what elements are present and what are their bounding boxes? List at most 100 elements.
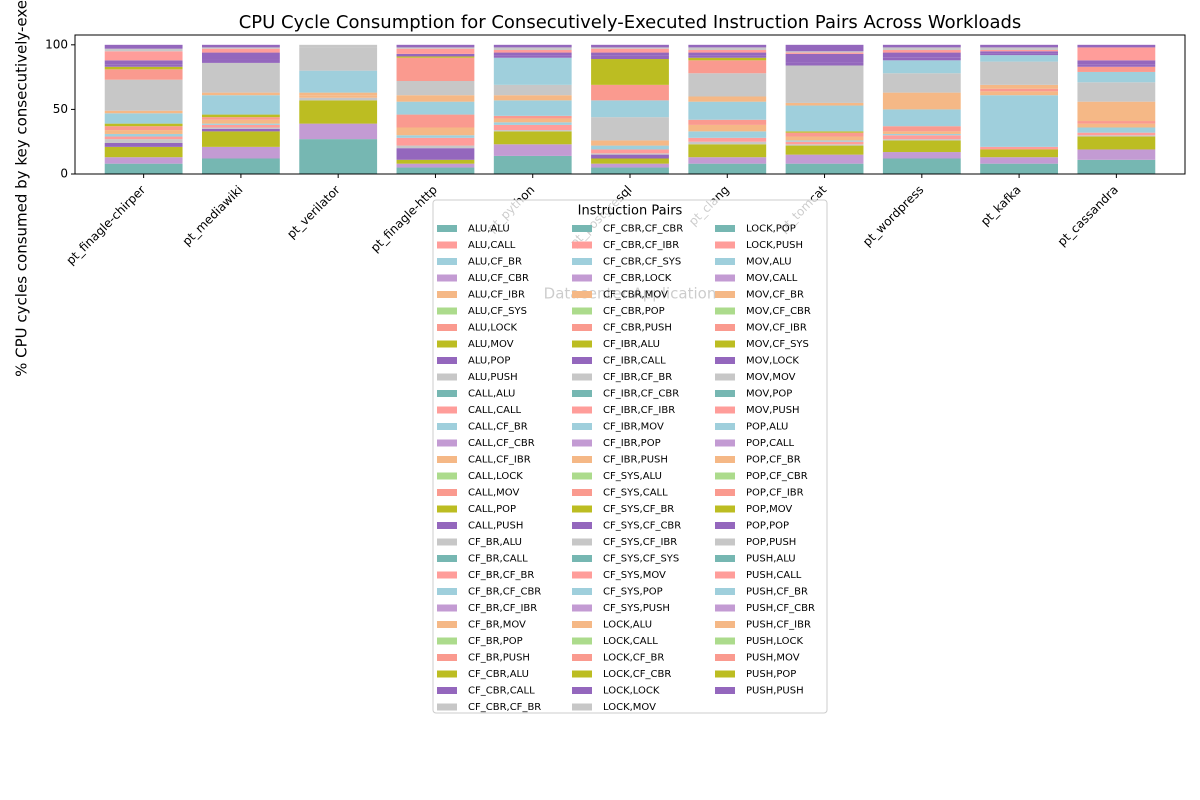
x-tick-label: pt_finagle-chirper — [63, 183, 148, 268]
bar-segment — [785, 53, 864, 63]
legend-label: PUSH,CF_BR — [746, 587, 808, 598]
bar-segment — [299, 95, 378, 98]
legend-swatch — [715, 406, 735, 414]
legend-label: CF_IBR,CF_CBR — [603, 389, 679, 400]
legend-swatch — [437, 670, 457, 678]
bar-segment — [688, 44, 767, 48]
legend-swatch — [572, 340, 592, 348]
bar-segment — [493, 52, 572, 56]
legend-swatch — [437, 456, 457, 463]
bar-segment — [104, 136, 183, 140]
bar-segment — [785, 163, 864, 174]
bar-segment — [591, 48, 669, 53]
bar-segment — [493, 144, 572, 156]
bar-segment — [396, 148, 475, 160]
legend-label: CF_CBR,CF_CBR — [603, 224, 683, 235]
bar-segment — [104, 66, 183, 70]
bar-segment — [688, 60, 767, 74]
bar-segment — [396, 163, 475, 168]
legend-label: LOCK,MOV — [603, 702, 656, 713]
legend-label: CALL,CALL — [468, 405, 522, 416]
legend-label: CF_CBR,POP — [603, 306, 665, 317]
legend-label: POP,MOV — [746, 504, 792, 515]
legend-label: LOCK,LOCK — [603, 686, 660, 697]
bar-segment — [785, 136, 864, 141]
legend-label: CF_SYS,ALU — [603, 471, 662, 482]
legend-swatch — [437, 357, 457, 364]
legend-swatch — [572, 571, 592, 579]
legend-label: LOCK,CF_BR — [603, 653, 664, 664]
legend-swatch — [437, 588, 457, 595]
bar-segment — [688, 52, 767, 56]
legend-label: ALU,MOV — [468, 339, 514, 350]
bar-segment — [1077, 60, 1156, 65]
legend-label: CALL,POP — [468, 504, 516, 515]
bar-segment — [1077, 149, 1156, 160]
legend-label: CF_SYS,POP — [603, 587, 663, 598]
bar-segment — [688, 96, 767, 102]
legend-label: POP,CALL — [746, 438, 795, 449]
bar-segment — [202, 47, 280, 49]
legend-label: MOV,PUSH — [746, 405, 800, 416]
legend-swatch — [715, 390, 735, 397]
legend-swatch — [437, 274, 457, 282]
legend-swatch — [437, 703, 457, 711]
bar-segment — [785, 44, 864, 52]
legend-swatch — [572, 291, 592, 298]
legend-label: ALU,CF_BR — [468, 257, 522, 268]
legend-label: CALL,ALU — [468, 389, 515, 400]
legend-swatch — [437, 324, 457, 331]
bar-segment — [1077, 64, 1156, 67]
legend-swatch — [715, 439, 735, 447]
legend-swatch — [437, 505, 457, 513]
bar-segment — [1077, 123, 1156, 128]
bar-segment — [202, 146, 280, 159]
bar-segment — [1077, 136, 1156, 150]
legend-label: ALU,LOCK — [468, 323, 517, 334]
bar-segment — [1077, 135, 1156, 137]
legend-swatch — [572, 555, 592, 562]
legend-label: CF_CBR,MOV — [603, 290, 668, 301]
bar-segment — [396, 57, 475, 81]
bar-segment — [104, 130, 183, 134]
bar-segment — [688, 73, 767, 97]
bar-segment — [882, 139, 961, 141]
legend-swatch — [715, 621, 735, 628]
x-tick-label: pt_cassandra — [1055, 183, 1121, 249]
bar-segment — [493, 55, 572, 58]
legend-label: PUSH,LOCK — [746, 636, 803, 647]
legend-label: ALU,CF_CBR — [468, 273, 529, 284]
bar-segment — [688, 47, 767, 50]
legend-swatch — [715, 588, 735, 595]
bar-segment — [202, 128, 280, 132]
x-tick-label: pt_finagle-http — [368, 183, 440, 255]
bar-segment — [1077, 44, 1156, 48]
legend-label: ALU,CALL — [468, 240, 516, 251]
bar-segment — [104, 110, 183, 114]
bar-segment — [980, 51, 1058, 54]
legend-label: CF_CBR,CALL — [468, 686, 535, 697]
bar-segment — [980, 146, 1058, 150]
bar-segment — [104, 146, 183, 158]
bar-segment — [688, 157, 767, 164]
legend-swatch — [572, 390, 592, 397]
bar-segment — [104, 60, 183, 65]
legend-swatch — [437, 373, 457, 381]
bar-segment — [688, 49, 767, 53]
legend-label: CF_IBR,CF_BR — [603, 372, 672, 383]
bar-segment — [591, 142, 669, 146]
legend-label: CF_BR,CF_CBR — [468, 587, 541, 598]
bar-segment — [396, 47, 475, 49]
bar-segment — [591, 163, 669, 168]
legend-swatch — [572, 241, 592, 249]
legend-swatch — [572, 522, 592, 529]
bar-segment — [493, 84, 572, 96]
legend-label: CALL,CF_BR — [468, 422, 528, 433]
bar-segment — [785, 51, 864, 53]
legend-label: CF_BR,CALL — [468, 554, 528, 565]
bar-segment — [785, 131, 864, 133]
x-tick-label: pt_wordpress — [860, 183, 926, 249]
bar-segment — [882, 57, 961, 61]
legend-label: CF_SYS,CALL — [603, 488, 668, 499]
